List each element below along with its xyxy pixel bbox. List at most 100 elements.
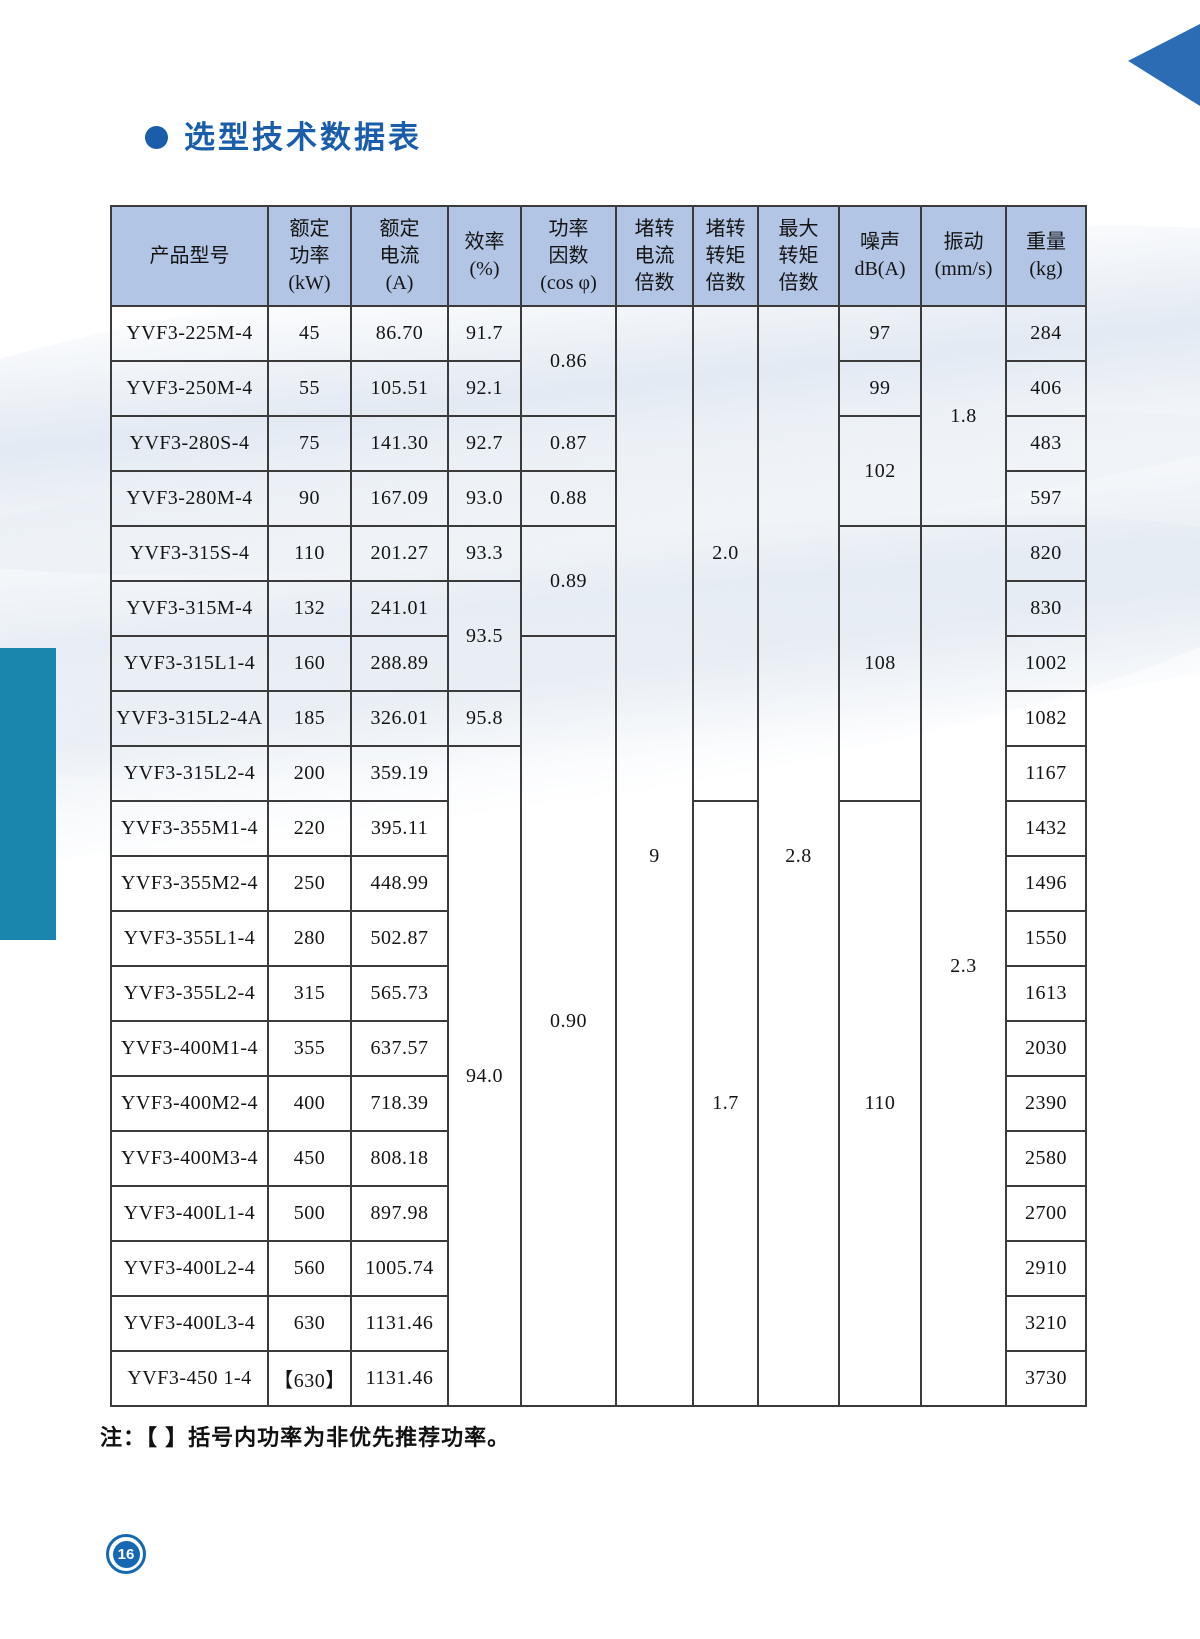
table-cell: 2390 bbox=[1005, 1075, 1087, 1132]
table-row: YVF3-450 1-4 【630】 1131.46 3730 bbox=[110, 1350, 1087, 1407]
col-header-vibration: 振动 (mm/s) bbox=[920, 205, 1007, 307]
table-cell: 94.0 bbox=[447, 745, 522, 1407]
table-cell: 141.30 bbox=[350, 415, 449, 472]
table-row: YVF3-315S-4 110 201.27 93.3 0.89 108 2.3 820 bbox=[110, 525, 1087, 1407]
table-cell: YVF3-400M1-4 bbox=[110, 1020, 269, 1077]
table-cell: 160 bbox=[267, 635, 352, 692]
table-cell: 108 bbox=[838, 525, 922, 802]
table-cell: 718.39 bbox=[350, 1075, 449, 1132]
table-row: YVF3-355M2-4 250 448.99 1496 bbox=[110, 855, 1087, 912]
table-cell: 0.87 bbox=[520, 415, 617, 472]
table-cell: YVF3-400L1-4 bbox=[110, 1185, 269, 1242]
header-row: 产品型号 额定 功率 (kW) 额定 电流 (A) 效率 (%) 功率 因数 (cos … bbox=[110, 205, 1087, 307]
table-cell: 201.27 bbox=[350, 525, 449, 582]
table-cell: 502.87 bbox=[350, 910, 449, 967]
table-row: YVF3-400L1-4 500 897.98 2700 bbox=[110, 1185, 1087, 1242]
table-cell: 99 bbox=[838, 360, 922, 417]
table-row: YVF3-355L2-4 315 565.73 1613 bbox=[110, 965, 1087, 1022]
table-cell: 0.89 bbox=[520, 525, 617, 637]
table-cell: YVF3-315L1-4 bbox=[110, 635, 269, 692]
table-cell: 0.90 bbox=[520, 635, 617, 1407]
table-cell: 86.70 bbox=[350, 305, 449, 362]
table-cell: YVF3-355L1-4 bbox=[110, 910, 269, 967]
table-cell: 0.88 bbox=[520, 470, 617, 527]
table-row: YVF3-400M3-4 450 808.18 2580 bbox=[110, 1130, 1087, 1187]
table-cell: 288.89 bbox=[350, 635, 449, 692]
table-cell: 1.7 bbox=[692, 800, 759, 1407]
table-row: YVF3-315L2-4A 185 326.01 95.8 1082 bbox=[110, 690, 1087, 747]
col-header-noise: 噪声 dB(A) bbox=[838, 205, 922, 307]
section-title-row: 选型技术数据表 bbox=[145, 122, 422, 153]
table-row: YVF3-400L2-4 560 1005.74 2910 bbox=[110, 1240, 1087, 1297]
table-cell: 897.98 bbox=[350, 1185, 449, 1242]
table-cell: 220 bbox=[267, 800, 352, 857]
table-row: YVF3-355L1-4 280 502.87 1550 bbox=[110, 910, 1087, 967]
table-cell: 105.51 bbox=[350, 360, 449, 417]
table-cell: 110 bbox=[838, 800, 922, 1407]
table-cell: 2700 bbox=[1005, 1185, 1087, 1242]
table-cell: YVF3-315L2-4A bbox=[110, 690, 269, 747]
table-cell: 395.11 bbox=[350, 800, 449, 857]
table-cell: 630 bbox=[267, 1295, 352, 1352]
table-cell: 1613 bbox=[1005, 965, 1087, 1022]
col-header-weight: 重量 (kg) bbox=[1005, 205, 1087, 307]
left-accent-bar bbox=[0, 648, 56, 940]
col-header-power-factor: 功率 因数 (cos φ) bbox=[520, 205, 617, 307]
page-number: 16 bbox=[112, 1540, 140, 1568]
table-cell: 448.99 bbox=[350, 855, 449, 912]
col-header-efficiency: 效率 (%) bbox=[447, 205, 522, 307]
table-row: YVF3-400L3-4 630 1131.46 3210 bbox=[110, 1295, 1087, 1352]
col-header-locked-rotor-torque-ratio: 堵转 转矩 倍数 bbox=[692, 205, 759, 307]
table-cell: YVF3-315S-4 bbox=[110, 525, 269, 582]
table-row: YVF3-400M1-4 355 637.57 2030 bbox=[110, 1020, 1087, 1077]
table-cell: 400 bbox=[267, 1075, 352, 1132]
table-cell: 75 bbox=[267, 415, 352, 472]
table-cell: 2.0 bbox=[692, 305, 759, 802]
table-cell: 9 bbox=[615, 305, 694, 1407]
table-cell: YVF3-355M2-4 bbox=[110, 855, 269, 912]
table-cell: 250 bbox=[267, 855, 352, 912]
page-number-badge: 16 bbox=[106, 1534, 146, 1574]
table-cell: 92.1 bbox=[447, 360, 522, 417]
table-cell: YVF3-280M-4 bbox=[110, 470, 269, 527]
table-cell: 808.18 bbox=[350, 1130, 449, 1187]
table-cell: YVF3-400L3-4 bbox=[110, 1295, 269, 1352]
table-cell: 1005.74 bbox=[350, 1240, 449, 1297]
table-cell: 167.09 bbox=[350, 470, 449, 527]
table-cell: 200 bbox=[267, 745, 352, 802]
table-cell: 1432 bbox=[1005, 800, 1087, 857]
table-cell: 326.01 bbox=[350, 690, 449, 747]
table-row: YVF3-315L1-4 160 288.89 0.90 1002 bbox=[110, 635, 1087, 1407]
table-cell: 1.8 bbox=[920, 305, 1007, 527]
bullet-icon bbox=[145, 126, 168, 149]
corner-ribbon-decoration bbox=[1128, 24, 1200, 106]
table-cell: 102 bbox=[838, 415, 922, 527]
table-cell: YVF3-400M2-4 bbox=[110, 1075, 269, 1132]
table-row: YVF3-400M2-4 400 718.39 2390 bbox=[110, 1075, 1087, 1132]
table-cell: 500 bbox=[267, 1185, 352, 1242]
table-cell: 2030 bbox=[1005, 1020, 1087, 1077]
table-cell: YVF3-450 1-4 bbox=[110, 1350, 269, 1407]
table-cell: YVF3-400L2-4 bbox=[110, 1240, 269, 1297]
table-cell: 92.7 bbox=[447, 415, 522, 472]
table-cell: 1082 bbox=[1005, 690, 1087, 747]
table-cell: 3210 bbox=[1005, 1295, 1087, 1352]
table-cell: 【630】 bbox=[267, 1350, 352, 1407]
col-header-max-torque-ratio: 最大 转矩 倍数 bbox=[757, 205, 840, 307]
col-header-locked-rotor-current-ratio: 堵转 电流 倍数 bbox=[615, 205, 694, 307]
col-header-rated-power: 额定 功率 (kW) bbox=[267, 205, 352, 307]
table-cell: 55 bbox=[267, 360, 352, 417]
table-cell: 830 bbox=[1005, 580, 1087, 637]
table-cell: 483 bbox=[1005, 415, 1087, 472]
table-cell: 3730 bbox=[1005, 1350, 1087, 1407]
table-cell: 1550 bbox=[1005, 910, 1087, 967]
footnote: 注：【 】括号内功率为非优先推荐功率。 bbox=[100, 1425, 511, 1450]
page-title: 选型技术数据表 bbox=[184, 120, 422, 155]
table-cell: 1496 bbox=[1005, 855, 1087, 912]
table-cell: 93.5 bbox=[447, 580, 522, 692]
table-cell: 185 bbox=[267, 690, 352, 747]
col-header-rated-current: 额定 电流 (A) bbox=[350, 205, 449, 307]
table-cell: 132 bbox=[267, 580, 352, 637]
table-cell: YVF3-400M3-4 bbox=[110, 1130, 269, 1187]
table-cell: 284 bbox=[1005, 305, 1087, 362]
